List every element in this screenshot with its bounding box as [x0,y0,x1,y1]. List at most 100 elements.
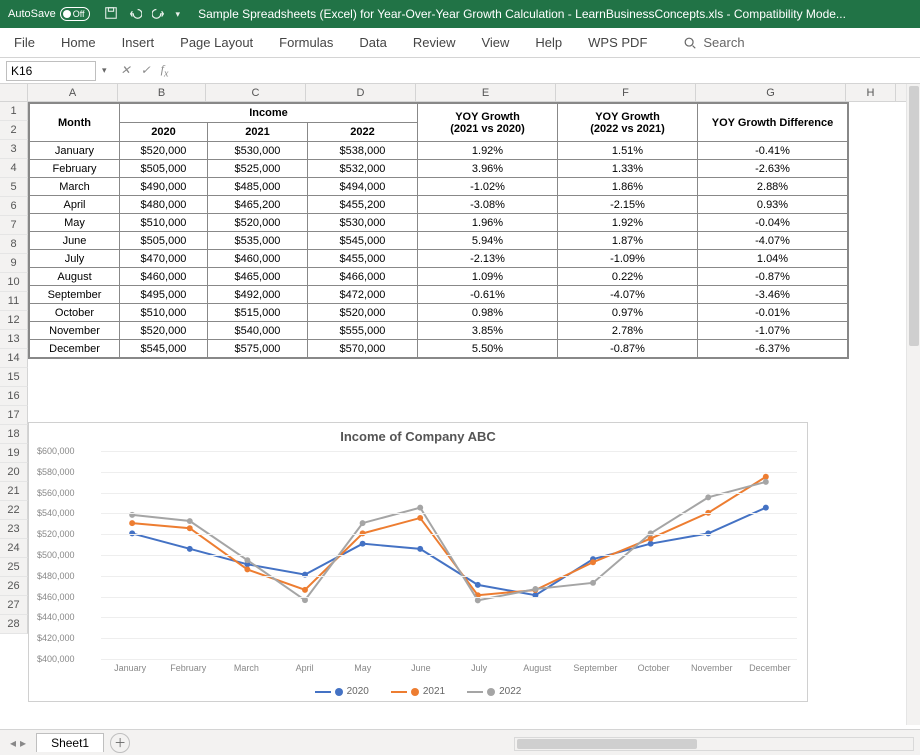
fx-icon[interactable]: fx [161,62,169,79]
cell-value[interactable]: 1.92% [558,214,698,232]
cell-value[interactable]: 1.92% [418,142,558,160]
ribbon-search[interactable]: Search [683,35,744,50]
sheet-tab-sheet1[interactable]: Sheet1 [36,733,104,752]
cell-value[interactable]: $570,000 [308,340,418,358]
cell-value[interactable]: 0.97% [558,304,698,322]
cell-value[interactable]: $540,000 [208,322,308,340]
legend-item-2021[interactable]: 2021 [391,686,445,697]
legend-item-2020[interactable]: 2020 [315,686,369,697]
cell-value[interactable]: $480,000 [120,196,208,214]
cell-value[interactable]: $520,000 [120,322,208,340]
select-all-corner[interactable] [0,84,28,101]
cell-value[interactable]: 1.96% [418,214,558,232]
namebox-dropdown-icon[interactable]: ▾ [102,65,107,76]
row-header[interactable]: 13 [0,330,28,349]
name-box[interactable] [6,61,96,81]
cell-month[interactable]: February [30,160,120,178]
row-header[interactable]: 25 [0,558,28,577]
cell-value[interactable]: $545,000 [308,232,418,250]
cell-value[interactable]: $520,000 [208,214,308,232]
cell-value[interactable]: $470,000 [120,250,208,268]
cell-value[interactable]: 1.51% [558,142,698,160]
row-header[interactable]: 19 [0,444,28,463]
row-header[interactable]: 16 [0,387,28,406]
cell-month[interactable]: May [30,214,120,232]
cell-month[interactable]: September [30,286,120,304]
row-header[interactable]: 2 [0,121,28,140]
sheet-nav-next-icon[interactable]: ▸ [20,736,26,750]
cell-value[interactable]: $455,200 [308,196,418,214]
cell-value[interactable]: $575,000 [208,340,308,358]
cell-value[interactable]: -1.09% [558,250,698,268]
column-header-E[interactable]: E [416,84,556,101]
cell-value[interactable]: $492,000 [208,286,308,304]
autosave-switch[interactable]: Off [60,7,90,21]
ribbon-tab-formulas[interactable]: Formulas [279,35,333,50]
row-header[interactable]: 12 [0,311,28,330]
cell-value[interactable]: -0.01% [698,304,848,322]
column-header-A[interactable]: A [28,84,118,101]
cell-month[interactable]: April [30,196,120,214]
row-header[interactable]: 17 [0,406,28,425]
cell-value[interactable]: -2.15% [558,196,698,214]
cell-value[interactable]: 2.78% [558,322,698,340]
cell-value[interactable]: $515,000 [208,304,308,322]
cell-value[interactable]: -2.63% [698,160,848,178]
income-chart[interactable]: Income of Company ABC 202020212022 $400,… [28,422,808,702]
cell-value[interactable]: $520,000 [308,304,418,322]
cell-value[interactable]: $555,000 [308,322,418,340]
cell-value[interactable]: 1.86% [558,178,698,196]
row-header[interactable]: 28 [0,615,28,634]
cell-value[interactable]: 5.50% [418,340,558,358]
cell-value[interactable]: -1.02% [418,178,558,196]
row-header[interactable]: 3 [0,140,28,159]
ribbon-tab-help[interactable]: Help [535,35,562,50]
row-header[interactable]: 24 [0,539,28,558]
cell-value[interactable]: $525,000 [208,160,308,178]
cell-value[interactable]: -4.07% [558,286,698,304]
cell-value[interactable]: 1.87% [558,232,698,250]
autosave-toggle[interactable]: AutoSave Off [8,7,90,21]
cell-value[interactable]: -6.37% [698,340,848,358]
enter-icon[interactable]: ✓ [141,63,151,77]
ribbon-tab-file[interactable]: File [14,35,35,50]
cell-value[interactable]: $455,000 [308,250,418,268]
redo-icon[interactable] [152,6,166,23]
vertical-scrollbar[interactable] [906,84,920,725]
cell-value[interactable]: $495,000 [120,286,208,304]
cell-value[interactable]: 0.98% [418,304,558,322]
row-header[interactable]: 8 [0,235,28,254]
cell-value[interactable]: $520,000 [120,142,208,160]
column-header-F[interactable]: F [556,84,696,101]
cancel-icon[interactable]: ✕ [121,63,131,77]
ribbon-tab-data[interactable]: Data [359,35,386,50]
cell-value[interactable]: 5.94% [418,232,558,250]
row-header[interactable]: 1 [0,102,28,121]
row-header[interactable]: 14 [0,349,28,368]
cell-value[interactable]: $490,000 [120,178,208,196]
cell-value[interactable]: -0.87% [698,268,848,286]
cell-value[interactable]: 3.96% [418,160,558,178]
cell-value[interactable]: -0.87% [558,340,698,358]
cell-value[interactable]: $510,000 [120,304,208,322]
column-header-H[interactable]: H [846,84,896,101]
ribbon-tab-review[interactable]: Review [413,35,456,50]
ribbon-tab-view[interactable]: View [481,35,509,50]
ribbon-tab-page-layout[interactable]: Page Layout [180,35,253,50]
cell-value[interactable]: -3.46% [698,286,848,304]
row-header[interactable]: 15 [0,368,28,387]
cell-value[interactable]: $545,000 [120,340,208,358]
column-header-B[interactable]: B [118,84,206,101]
cell-month[interactable]: March [30,178,120,196]
cell-value[interactable]: 1.09% [418,268,558,286]
cell-value[interactable]: -1.07% [698,322,848,340]
cell-value[interactable]: $460,000 [208,250,308,268]
column-header-D[interactable]: D [306,84,416,101]
row-header[interactable]: 7 [0,216,28,235]
add-sheet-button[interactable]: ＋ [110,733,130,753]
cell-value[interactable]: -2.13% [418,250,558,268]
cell-value[interactable]: $505,000 [120,232,208,250]
cell-month[interactable]: November [30,322,120,340]
cell-value[interactable]: -4.07% [698,232,848,250]
cell-value[interactable]: $465,200 [208,196,308,214]
